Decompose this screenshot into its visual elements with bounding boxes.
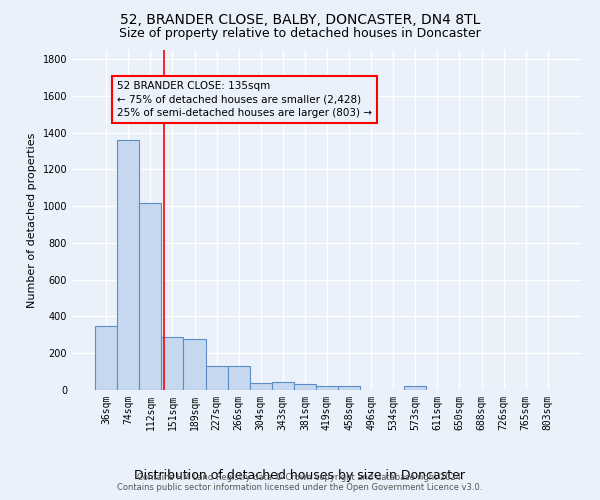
Bar bbox=[117, 140, 139, 390]
Bar bbox=[184, 338, 206, 390]
Text: Distribution of detached houses by size in Doncaster: Distribution of detached houses by size … bbox=[134, 468, 466, 481]
Bar bbox=[250, 382, 272, 390]
Bar bbox=[294, 384, 316, 390]
Bar bbox=[404, 386, 427, 390]
Bar bbox=[338, 386, 360, 390]
Bar bbox=[161, 336, 184, 390]
Y-axis label: Number of detached properties: Number of detached properties bbox=[27, 132, 37, 308]
Text: Size of property relative to detached houses in Doncaster: Size of property relative to detached ho… bbox=[119, 28, 481, 40]
Bar bbox=[139, 202, 161, 390]
Bar bbox=[272, 382, 294, 390]
Text: 52 BRANDER CLOSE: 135sqm
← 75% of detached houses are smaller (2,428)
25% of sem: 52 BRANDER CLOSE: 135sqm ← 75% of detach… bbox=[117, 81, 372, 118]
Bar bbox=[95, 326, 117, 390]
Text: Contains HM Land Registry data © Crown copyright and database right 2024.
Contai: Contains HM Land Registry data © Crown c… bbox=[118, 473, 482, 492]
Bar bbox=[206, 366, 227, 390]
Bar bbox=[316, 386, 338, 390]
Bar bbox=[227, 366, 250, 390]
Text: 52, BRANDER CLOSE, BALBY, DONCASTER, DN4 8TL: 52, BRANDER CLOSE, BALBY, DONCASTER, DN4… bbox=[120, 12, 480, 26]
